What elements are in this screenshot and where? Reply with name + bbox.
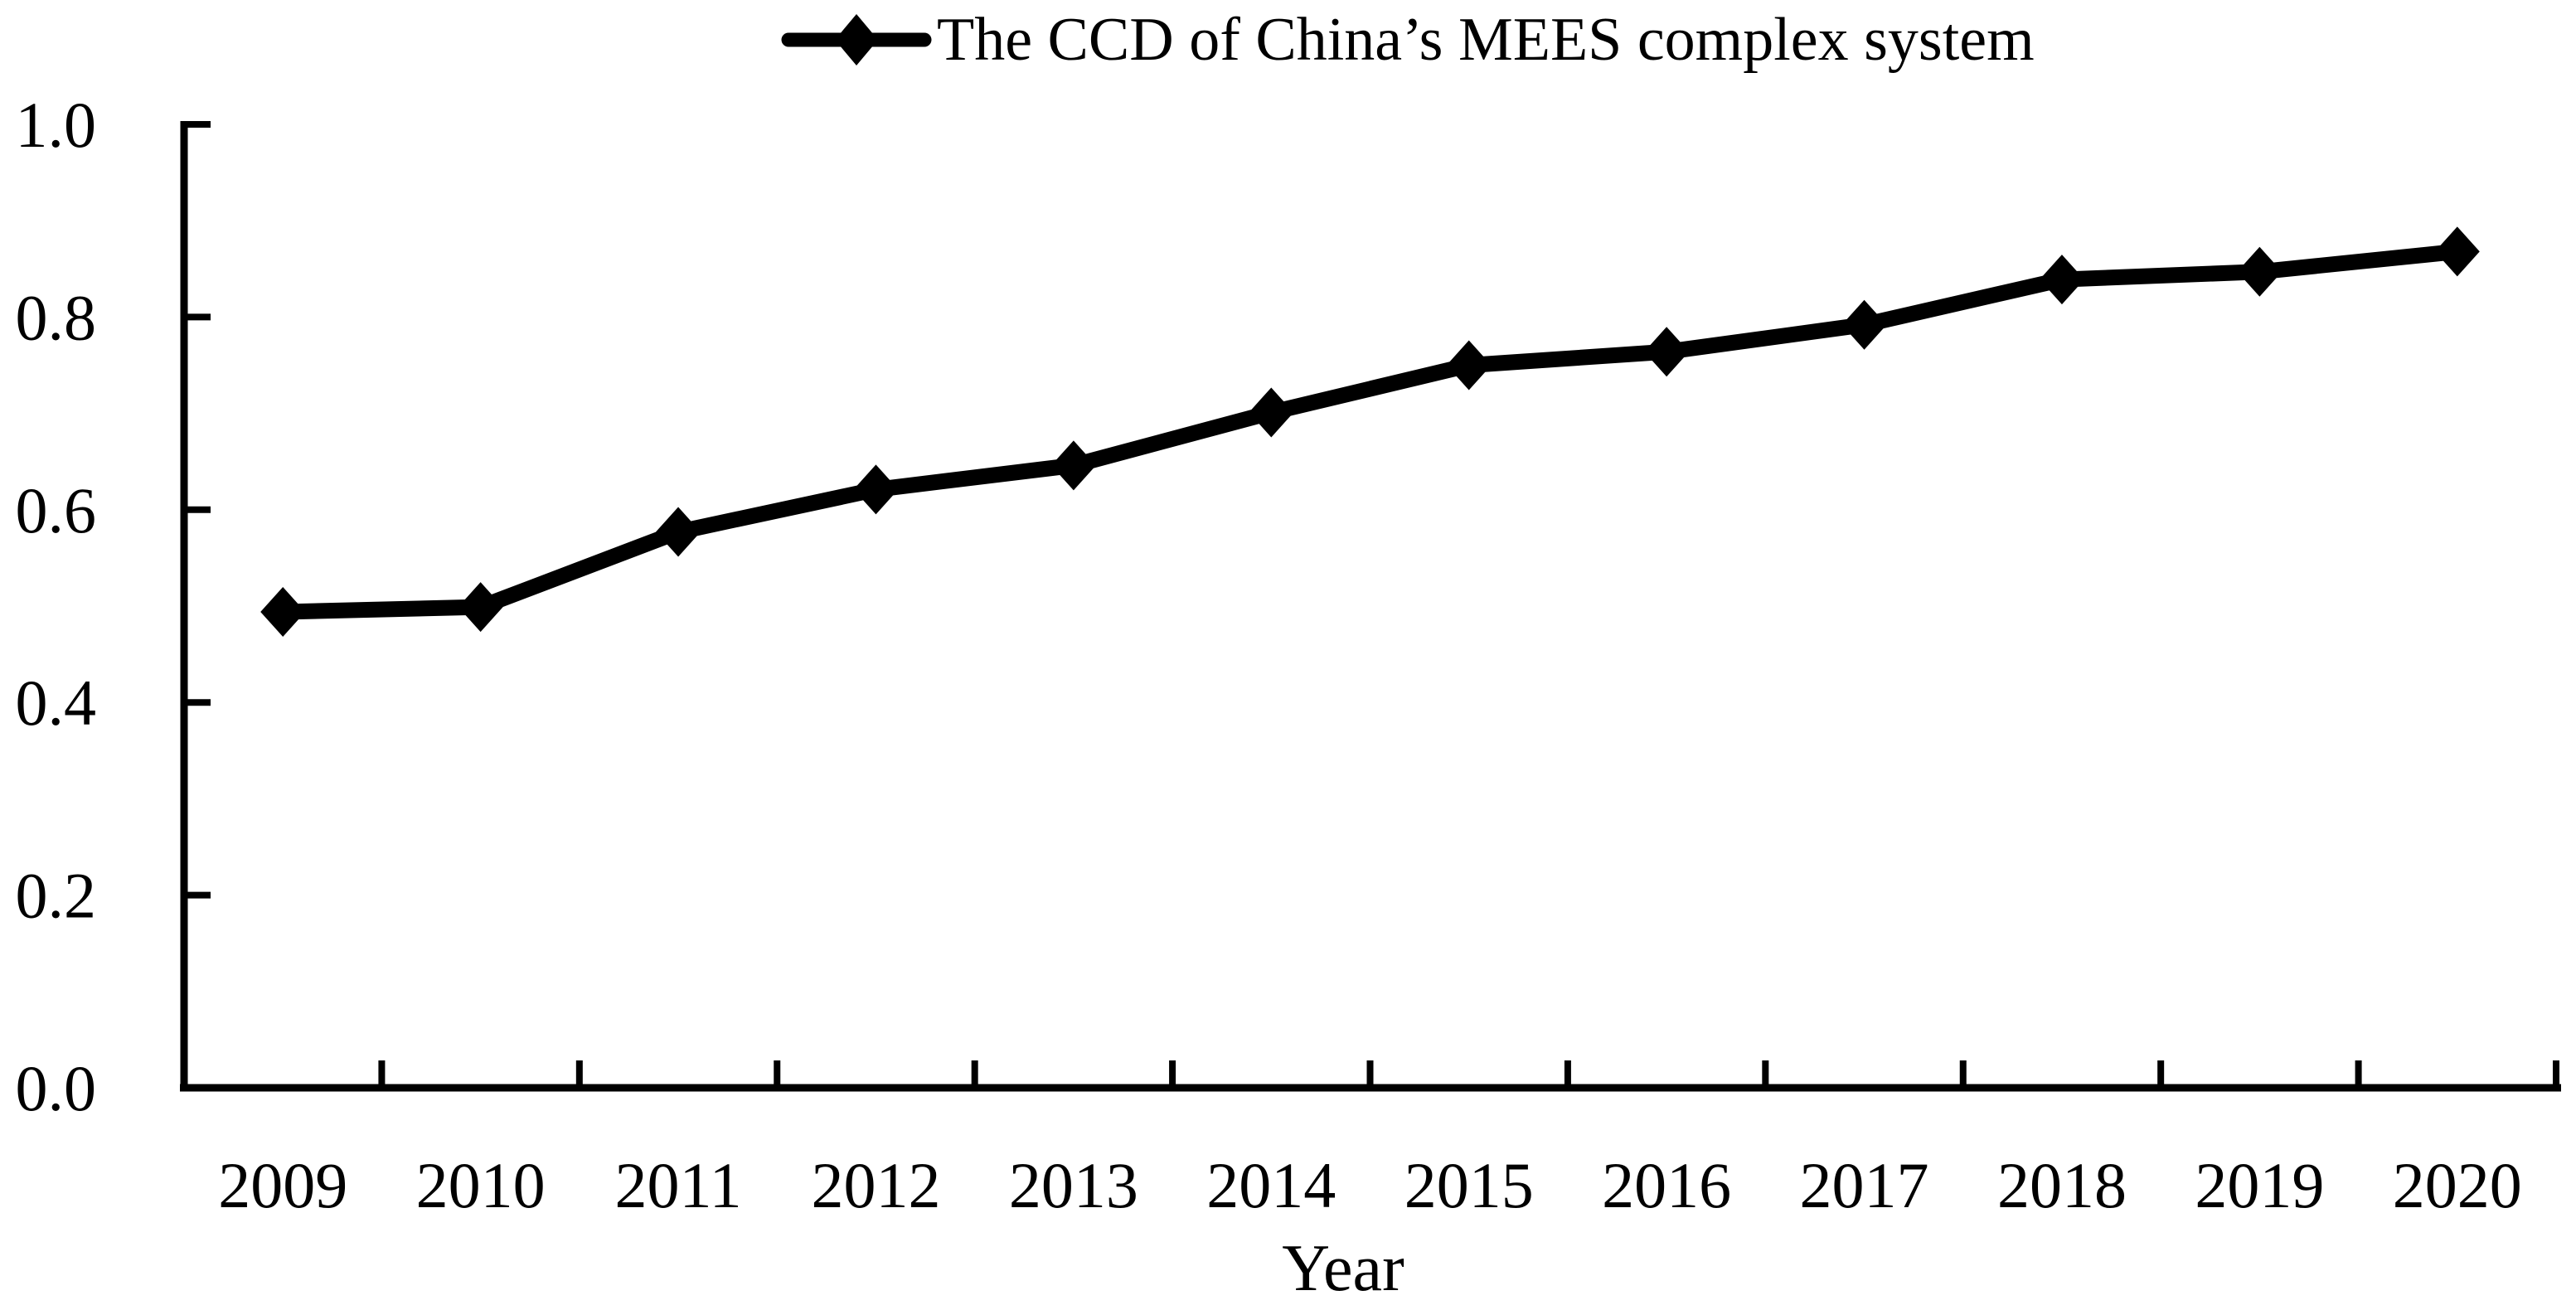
- data-point-2017: [1841, 299, 1887, 350]
- data-point-2015: [1446, 340, 1492, 391]
- data-point-2016: [1644, 327, 1690, 377]
- x-tick-label: 2019: [2195, 1149, 2324, 1221]
- data-point-2020: [2434, 226, 2480, 277]
- x-tick-label: 2020: [2393, 1149, 2522, 1221]
- data-point-2013: [1050, 440, 1096, 491]
- data-point-2010: [458, 582, 503, 633]
- y-tick-label: 0.8: [16, 281, 97, 353]
- x-tick-label: 2015: [1404, 1149, 1534, 1221]
- x-tick-label: 2009: [218, 1149, 347, 1221]
- x-tick-label: 2016: [1602, 1149, 1731, 1221]
- y-tick-label: 0.0: [16, 1052, 97, 1124]
- x-axis-title: Year: [1282, 1232, 1404, 1305]
- legend-label: The CCD of China’s MEES complex system: [937, 6, 2035, 74]
- x-tick-label: 2011: [614, 1149, 741, 1221]
- x-tick-label: 2018: [1997, 1149, 2127, 1221]
- x-tick-label: 2013: [1009, 1149, 1138, 1221]
- data-point-2011: [656, 507, 701, 557]
- y-tick-label: 1.0: [16, 89, 97, 161]
- data-point-2009: [260, 586, 306, 637]
- x-tick-label: 2014: [1206, 1149, 1336, 1221]
- y-tick-label: 0.2: [16, 860, 97, 932]
- series-line: [274, 243, 2466, 620]
- y-tick-label: 0.4: [16, 667, 97, 739]
- legend: The CCD of China’s MEES complex system: [778, 2, 2035, 78]
- x-tick-label: 2017: [1800, 1149, 1929, 1221]
- legend-diamond-marker-icon: [781, 14, 932, 66]
- x-tick-label: 2010: [416, 1149, 546, 1221]
- x-tick-label: 2012: [811, 1149, 940, 1221]
- data-point-2018: [2039, 255, 2084, 305]
- data-point-2019: [2237, 246, 2283, 297]
- data-point-2012: [853, 464, 899, 515]
- data-point-2014: [1249, 387, 1294, 438]
- y-tick-label: 0.6: [16, 474, 97, 546]
